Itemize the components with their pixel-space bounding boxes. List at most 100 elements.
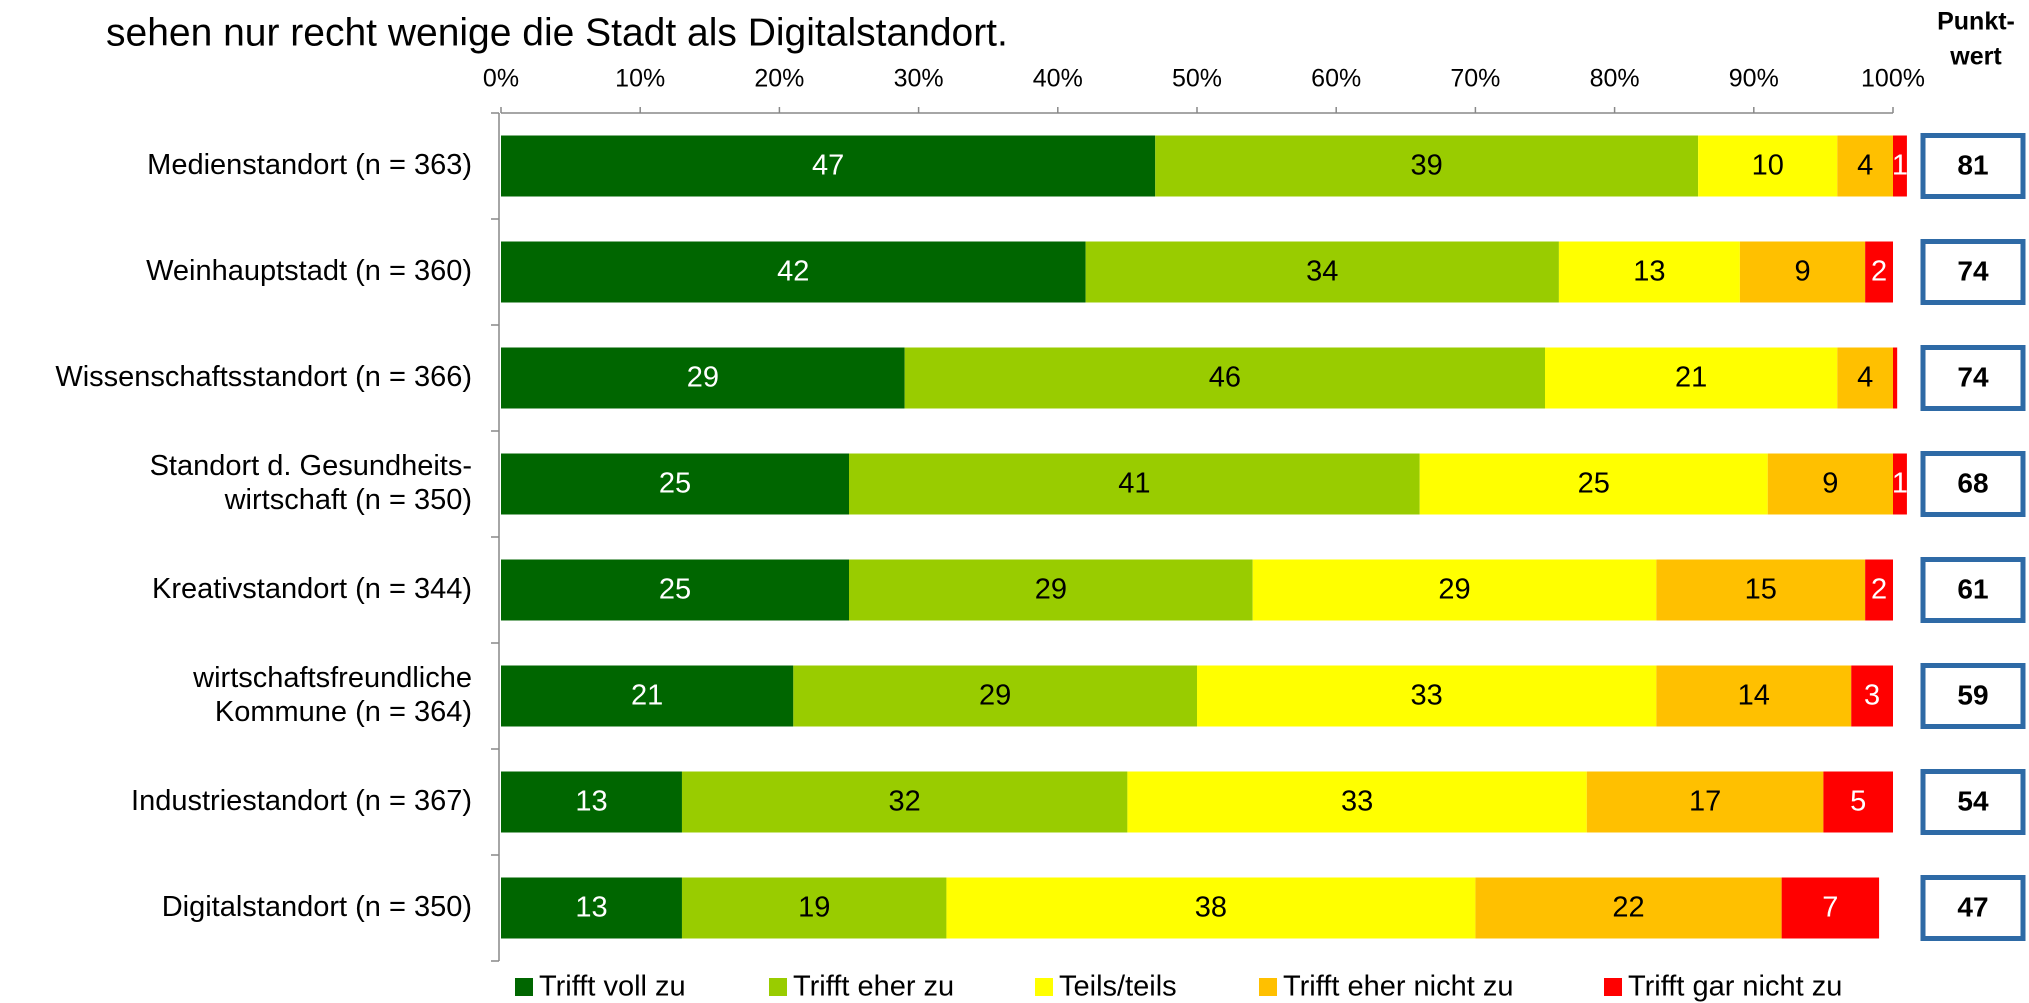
- bar-segment: [1545, 347, 1838, 409]
- data-label: 9: [1794, 256, 1810, 288]
- chart-title: sehen nur recht wenige die Stadt als Dig…: [106, 11, 1008, 54]
- legend-label: Trifft eher zu: [793, 971, 954, 1003]
- bar-segment: [1893, 135, 1907, 197]
- score-value: 59: [1957, 679, 1988, 710]
- x-tick-label: 40%: [1033, 65, 1083, 93]
- x-tick-label: 100%: [1861, 65, 1925, 93]
- data-label: 4: [1857, 150, 1873, 182]
- bar-segment: [1837, 135, 1893, 197]
- y-tick-label-line: Kommune (n = 364): [215, 696, 472, 728]
- bar-segment: [1865, 559, 1893, 621]
- x-tick-label: 80%: [1590, 65, 1640, 93]
- y-tick-label-line: Medienstandort (n = 363): [147, 149, 472, 181]
- legend-label: Trifft eher nicht zu: [1283, 971, 1514, 1003]
- score-value: 54: [1957, 785, 1989, 816]
- bar-segment: [501, 453, 849, 515]
- data-label: 32: [889, 786, 921, 818]
- bar-segment: [1558, 241, 1740, 303]
- bar-segment: [501, 771, 682, 833]
- bar-segment: [946, 877, 1476, 939]
- y-tick-label: Medienstandort (n = 363): [147, 149, 472, 181]
- score-header: wert: [1949, 43, 2002, 71]
- legend-swatch: [1604, 978, 1622, 996]
- bar-segment: [904, 347, 1545, 409]
- score-value: 74: [1957, 255, 1989, 286]
- data-label: 13: [575, 786, 607, 818]
- data-label: 15: [1745, 574, 1777, 606]
- data-label: 38: [1195, 892, 1227, 924]
- data-label: 41: [1118, 468, 1150, 500]
- y-tick-label: Standort d. Gesundheits-wirtschaft (n = …: [150, 450, 472, 516]
- y-tick-label-line: wirtschaftsfreundliche: [192, 662, 472, 694]
- bar-segment: [681, 771, 1128, 833]
- bar-segment: [1698, 135, 1838, 197]
- bar-segment: [1781, 877, 1880, 939]
- bar-segment: [1127, 771, 1587, 833]
- bar-segment: [793, 665, 1197, 727]
- score-box: [1920, 875, 2026, 941]
- y-tick-label: Kreativstandort (n = 344): [152, 573, 472, 605]
- y-tick-label-line: Wissenschaftsstandort (n = 366): [55, 361, 472, 393]
- y-tick-label: Digitalstandort (n = 350): [162, 891, 472, 923]
- bar-segment: [1197, 665, 1657, 727]
- x-tick-label: 10%: [615, 65, 665, 93]
- bar-segment: [1419, 453, 1768, 515]
- y-tick-label: Wissenschaftsstandort (n = 366): [55, 361, 472, 393]
- data-label: 29: [1035, 574, 1067, 606]
- legend-swatch: [1259, 978, 1277, 996]
- data-label: 46: [1209, 362, 1241, 394]
- data-label: 1: [1892, 150, 1908, 182]
- legend-swatch: [769, 978, 787, 996]
- legend-swatch: [1035, 978, 1053, 996]
- x-tick-label: 20%: [754, 65, 804, 93]
- bar-segment: [849, 559, 1253, 621]
- data-label: 14: [1738, 680, 1770, 712]
- data-label: 42: [777, 256, 809, 288]
- y-tick-label: wirtschaftsfreundliche Kommune (n = 364): [192, 662, 472, 728]
- data-label: 29: [1438, 574, 1470, 606]
- x-tick-label: 0%: [483, 65, 519, 93]
- data-label: 29: [979, 680, 1011, 712]
- data-label: 9: [1822, 468, 1838, 500]
- bar-segment: [501, 877, 682, 939]
- data-label: 4: [1857, 362, 1873, 394]
- y-tick-label-line: Kreativstandort (n = 344): [152, 573, 472, 605]
- x-tick-label: 70%: [1450, 65, 1500, 93]
- y-tick-label-line: Digitalstandort (n = 350): [162, 891, 472, 923]
- bar-segment: [501, 135, 1156, 197]
- score-box: [1920, 239, 2026, 305]
- data-label: 34: [1306, 256, 1338, 288]
- y-tick-label: Industriestandort (n = 367): [131, 785, 472, 817]
- y-tick-label-line: Standort d. Gesundheits-: [150, 450, 472, 482]
- y-tick-label: Weinhauptstadt (n = 360): [146, 255, 472, 287]
- data-label: 17: [1689, 786, 1721, 818]
- data-label: 33: [1341, 786, 1373, 818]
- bar-segment: [1837, 347, 1893, 409]
- score-box: [1920, 769, 2026, 835]
- legend-swatch: [515, 978, 533, 996]
- score-value: 81: [1957, 149, 1988, 180]
- score-value: 47: [1957, 891, 1988, 922]
- score-box: [1920, 663, 2026, 729]
- bar-segment: [501, 559, 849, 621]
- x-tick-label: 30%: [894, 65, 944, 93]
- data-label: 29: [687, 362, 719, 394]
- legend-label: Trifft gar nicht zu: [1628, 971, 1842, 1003]
- bar-segment: [501, 347, 905, 409]
- y-tick-label-line: Weinhauptstadt (n = 360): [146, 255, 472, 287]
- bar-segment: [501, 665, 794, 727]
- data-label: 10: [1752, 150, 1784, 182]
- score-value: 68: [1957, 467, 1988, 498]
- legend-label: Teils/teils: [1059, 971, 1177, 1003]
- bar-segment: [1085, 241, 1559, 303]
- legend-label: Trifft voll zu: [539, 971, 686, 1003]
- score-header: Punkt-: [1937, 8, 2015, 36]
- data-label: 47: [812, 150, 844, 182]
- bar-segment: [1252, 559, 1657, 621]
- bar-segment: [1739, 241, 1866, 303]
- score-box: [1920, 451, 2026, 517]
- bar-segment: [1656, 665, 1852, 727]
- score-value: 74: [1957, 361, 1989, 392]
- bar-segment: [1586, 771, 1824, 833]
- data-label: 39: [1411, 150, 1443, 182]
